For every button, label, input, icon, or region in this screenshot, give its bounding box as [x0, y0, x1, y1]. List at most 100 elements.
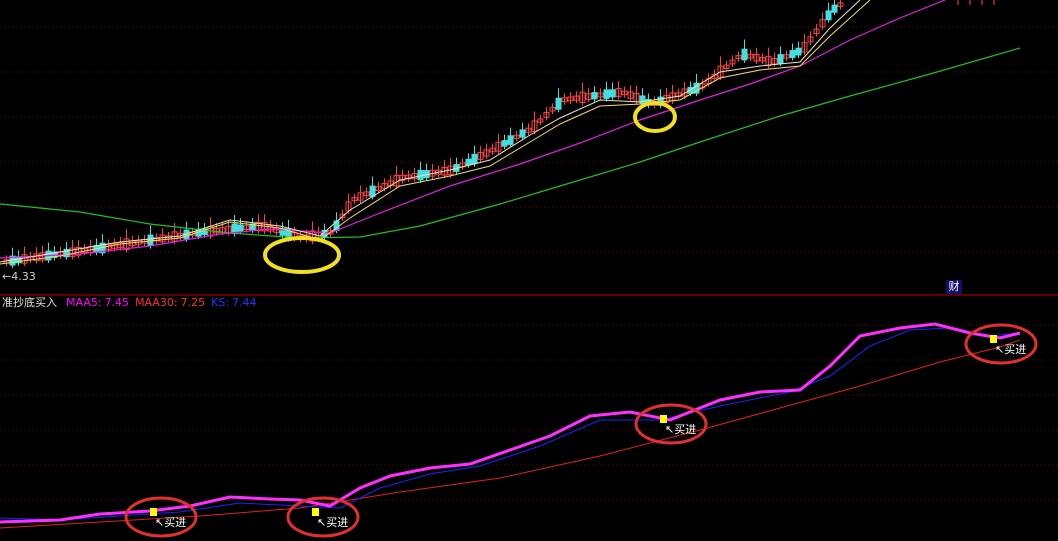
candle-body [789, 50, 796, 58]
candle-body [201, 228, 208, 236]
candle-body [819, 19, 826, 28]
candle-body [63, 248, 70, 258]
legend-value: 7.45 [105, 296, 130, 309]
candle-body [357, 192, 364, 201]
candle-body [753, 53, 760, 62]
candle-body [573, 95, 580, 101]
candle-body [747, 53, 754, 59]
candle-body [807, 36, 814, 43]
candle-body [525, 127, 532, 133]
ma-short [0, 0, 861, 263]
candle-body [585, 93, 592, 100]
candle-body [813, 28, 820, 35]
candle-body [507, 135, 514, 145]
candle-body [603, 89, 610, 99]
candle-body [831, 4, 838, 13]
candle-body [477, 152, 484, 160]
finance-marker[interactable]: 财 [949, 279, 960, 293]
moving-averages [0, 0, 1021, 265]
signal-label: ↖买进 [665, 423, 696, 436]
candle-body [777, 54, 784, 64]
grid [0, 26, 1058, 501]
candle-body [243, 225, 250, 231]
signal-marker [990, 335, 997, 343]
indicator-name: 准抄底买入 [2, 295, 57, 309]
candle-body [237, 224, 244, 232]
ma-short-2 [0, 0, 871, 265]
candle-body [123, 238, 130, 250]
candle-body [375, 186, 382, 191]
candle-body [609, 89, 616, 98]
candle-body [597, 92, 604, 98]
candle-body [555, 97, 562, 110]
signal-ellipse [286, 496, 360, 538]
signal-ellipse [124, 496, 198, 538]
low-price-label: ←4.33 [2, 270, 36, 283]
signal-marker [312, 508, 319, 516]
legend-label: MAA5: [66, 296, 102, 309]
candle-body [621, 90, 628, 96]
maa5-line [0, 322, 1021, 524]
candle-body [579, 91, 586, 103]
candle-body [351, 197, 358, 202]
candle-body [411, 173, 418, 180]
signal-marker [660, 415, 667, 423]
candle-body [33, 253, 40, 262]
candle-body [405, 174, 412, 180]
candle-body [267, 225, 274, 232]
buy-signals: ↖买进 ↖买进 ↖买进 ↖买进 [124, 323, 1038, 538]
candle-body [465, 158, 472, 166]
candle-body [489, 147, 496, 153]
candle-body [153, 237, 160, 242]
signal-label: ↖买进 [995, 343, 1026, 356]
candle-body [567, 96, 574, 102]
candle-body [381, 183, 388, 189]
candle-body [759, 57, 766, 62]
candle-body [513, 134, 520, 139]
highlight-ellipse [633, 101, 677, 133]
signal-label: ↖买进 [155, 516, 186, 529]
legend-label: KS: [211, 296, 229, 309]
candle-body [825, 10, 832, 21]
candle-body [339, 213, 346, 219]
ma-long [0, 47, 1021, 239]
ks-line [0, 327, 1021, 521]
candle-body [723, 64, 730, 70]
highlight-ellipse [263, 236, 341, 274]
candle-body [729, 59, 736, 65]
indicator-legend: MAA5: 7.45 MAA30: 7.25 KS: 7.44 [66, 296, 257, 309]
candle-body [663, 94, 670, 104]
candle-body [561, 97, 568, 103]
candle-body [519, 129, 526, 138]
ma-mid [0, 0, 946, 259]
candle-body [363, 191, 370, 197]
candle-body [495, 141, 502, 152]
candle-body [615, 88, 622, 97]
candle-body [741, 48, 748, 61]
candle-body [531, 120, 538, 132]
candle-body [537, 118, 544, 123]
candle-body [639, 95, 646, 105]
candle-body [681, 88, 688, 97]
signal-ellipse [634, 403, 708, 445]
candle-body [795, 47, 802, 56]
candle-body [21, 254, 28, 264]
candle-body [471, 153, 478, 165]
finance-marker-bg [946, 280, 962, 294]
candle-body [549, 107, 556, 112]
candle-body [801, 42, 808, 53]
candle-body [249, 223, 256, 231]
candle-body [591, 92, 598, 100]
signal-ellipse [964, 323, 1038, 365]
legend-value: 7.44 [232, 296, 257, 309]
legend-value: 7.25 [181, 296, 206, 309]
candle-body [837, 2, 844, 7]
candle-body [687, 86, 694, 94]
maa30-line [0, 339, 1021, 529]
candle-body [309, 230, 316, 242]
candle-body [771, 57, 778, 65]
candle-body [399, 174, 406, 182]
legend-label: MAA30: [135, 296, 178, 309]
candle-body [783, 54, 790, 59]
